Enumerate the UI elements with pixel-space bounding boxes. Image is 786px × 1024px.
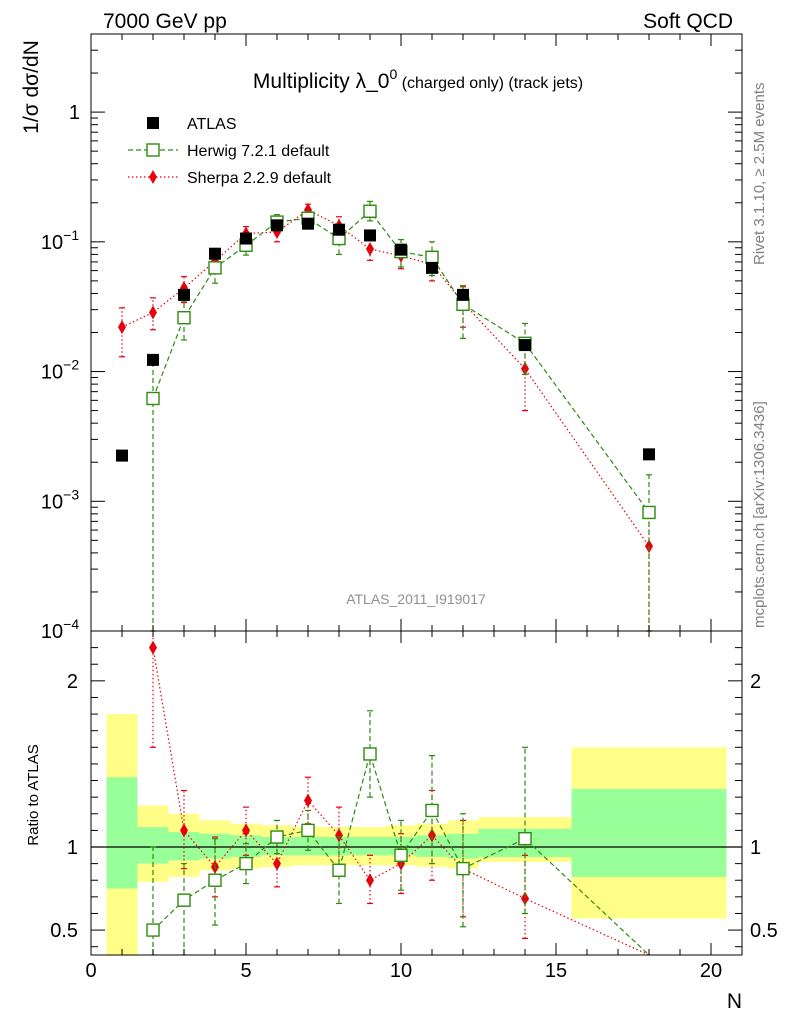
atlas-point bbox=[209, 247, 221, 260]
main-y-tick-label: 10−3 bbox=[41, 486, 79, 513]
herwig-point bbox=[208, 261, 222, 275]
atlas-point bbox=[178, 288, 190, 301]
ratio-sherpa-point bbox=[149, 640, 157, 655]
ratio-sherpa-point bbox=[304, 793, 312, 808]
atlas-point bbox=[240, 232, 252, 245]
herwig-point bbox=[425, 250, 439, 264]
ratio-herwig-point bbox=[518, 831, 532, 846]
atlas-point bbox=[364, 229, 376, 242]
ratio-sherpa-point bbox=[273, 856, 281, 871]
ratio-herwig-point bbox=[177, 893, 191, 907]
ratio-herwig-point bbox=[363, 747, 377, 761]
atlas-point bbox=[395, 243, 407, 256]
x-axis-label: N bbox=[727, 990, 742, 1013]
rivet-version-label: Rivet 3.1.10, ≥ 2.5M events bbox=[751, 83, 768, 266]
legend-marker-atlas bbox=[147, 117, 159, 129]
ratio-y-tick-label-right: 2 bbox=[750, 671, 761, 693]
ratio-sherpa-point bbox=[180, 823, 188, 838]
ratio-panel-axes: 0 5 10 15 20 0.5 0.5 1 1 2 2 bbox=[50, 631, 778, 982]
ratio-herwig-point bbox=[270, 830, 284, 844]
ratio-y-tick-label-right: 1 bbox=[750, 837, 761, 859]
x-tick-label: 20 bbox=[700, 960, 722, 982]
legend: ATLAS Herwig 7.2.1 default Sherpa 2.2.9 … bbox=[128, 116, 332, 187]
ratio-herwig-point bbox=[425, 803, 439, 818]
legend-marker-sherpa bbox=[149, 170, 157, 184]
ratio-sherpa-point bbox=[335, 828, 343, 843]
ratio-y-tick-label: 1 bbox=[67, 837, 78, 859]
uncertainty-band-green bbox=[106, 777, 138, 889]
atlas-point bbox=[116, 449, 128, 462]
ratio-herwig-point bbox=[146, 923, 160, 937]
header-right: Soft QCD bbox=[643, 10, 733, 33]
ratio-herwig-point bbox=[239, 856, 253, 871]
herwig-point bbox=[146, 391, 160, 406]
atlas-point bbox=[302, 217, 314, 230]
x-tick-label: 10 bbox=[390, 960, 412, 982]
main-y-tick-label: 10−1 bbox=[41, 227, 79, 254]
sherpa-line bbox=[121, 209, 650, 547]
atlas-point bbox=[147, 353, 159, 366]
main-y-tick-label: 1 bbox=[69, 102, 80, 124]
uncertainty-band-green bbox=[354, 837, 386, 856]
sherpa-point bbox=[521, 361, 529, 376]
main-y-tick-label: 10−4 bbox=[41, 616, 79, 643]
ratio-panel: 0 5 10 15 20 0.5 0.5 1 1 2 2 bbox=[50, 630, 778, 982]
main-panel: 1 10−1 10−2 10−3 10−4 Multiplicity λ_00 (cha… bbox=[41, 33, 743, 643]
atlas-point bbox=[519, 339, 531, 352]
atlas-point bbox=[457, 288, 469, 301]
ratio-sherpa-point bbox=[521, 891, 529, 906]
ratio-herwig-point bbox=[394, 848, 408, 863]
ratio-herwig-point bbox=[301, 823, 315, 838]
x-tick-label: 0 bbox=[85, 960, 96, 982]
ratio-y-tick-label-right: 0.5 bbox=[750, 920, 778, 942]
main-panel-content bbox=[116, 200, 656, 632]
sherpa-point bbox=[118, 320, 126, 335]
legend-label-herwig: Herwig 7.2.1 default bbox=[187, 143, 330, 160]
ratio-sherpa-point bbox=[242, 823, 250, 838]
analysis-id-label: ATLAS_2011_I919017 bbox=[346, 591, 486, 607]
atlas-point bbox=[643, 448, 655, 461]
ratio-herwig-point bbox=[208, 873, 222, 887]
uncertainty-band-green bbox=[571, 788, 727, 877]
x-tick-label: 5 bbox=[240, 960, 251, 982]
ratio-series bbox=[146, 631, 650, 955]
sherpa-point bbox=[366, 242, 374, 257]
header-left: 7000 GeV pp bbox=[103, 10, 227, 33]
legend-label-atlas: ATLAS bbox=[187, 116, 237, 133]
ratio-herwig-point bbox=[456, 861, 470, 876]
herwig-point bbox=[363, 204, 377, 218]
ratio-herwig-point bbox=[332, 863, 346, 877]
herwig-point bbox=[177, 311, 191, 325]
main-y-tick-label: 10−2 bbox=[41, 357, 79, 384]
ratio-y-tick-label: 0.5 bbox=[50, 920, 78, 942]
main-y-axis-label: 1/σ dσ/dN bbox=[20, 40, 43, 134]
legend-marker-herwig bbox=[146, 143, 160, 157]
atlas-point bbox=[271, 219, 283, 232]
legend-label-sherpa: Sherpa 2.2.9 default bbox=[187, 170, 332, 187]
atlas-point bbox=[333, 223, 345, 236]
atlas-point bbox=[426, 261, 438, 274]
ratio-sherpa-point bbox=[366, 873, 374, 888]
ratio-y-axis-label: Ratio to ATLAS bbox=[25, 744, 42, 845]
ratio-y-tick-label: 2 bbox=[67, 671, 78, 693]
ratio-panel-content bbox=[91, 631, 742, 955]
x-tick-label: 15 bbox=[545, 960, 567, 982]
main-panel-axes: 1 10−1 10−2 10−3 10−4 bbox=[41, 33, 743, 643]
ratio-panel-frame bbox=[90, 630, 743, 956]
sherpa-point bbox=[149, 305, 157, 320]
plot-title: Multiplicity λ_00 (charged only) (track … bbox=[253, 66, 583, 93]
mcplots-reference-label: mcplots.cern.ch [arXiv:1306.3436] bbox=[751, 401, 768, 628]
herwig-point bbox=[642, 505, 656, 520]
